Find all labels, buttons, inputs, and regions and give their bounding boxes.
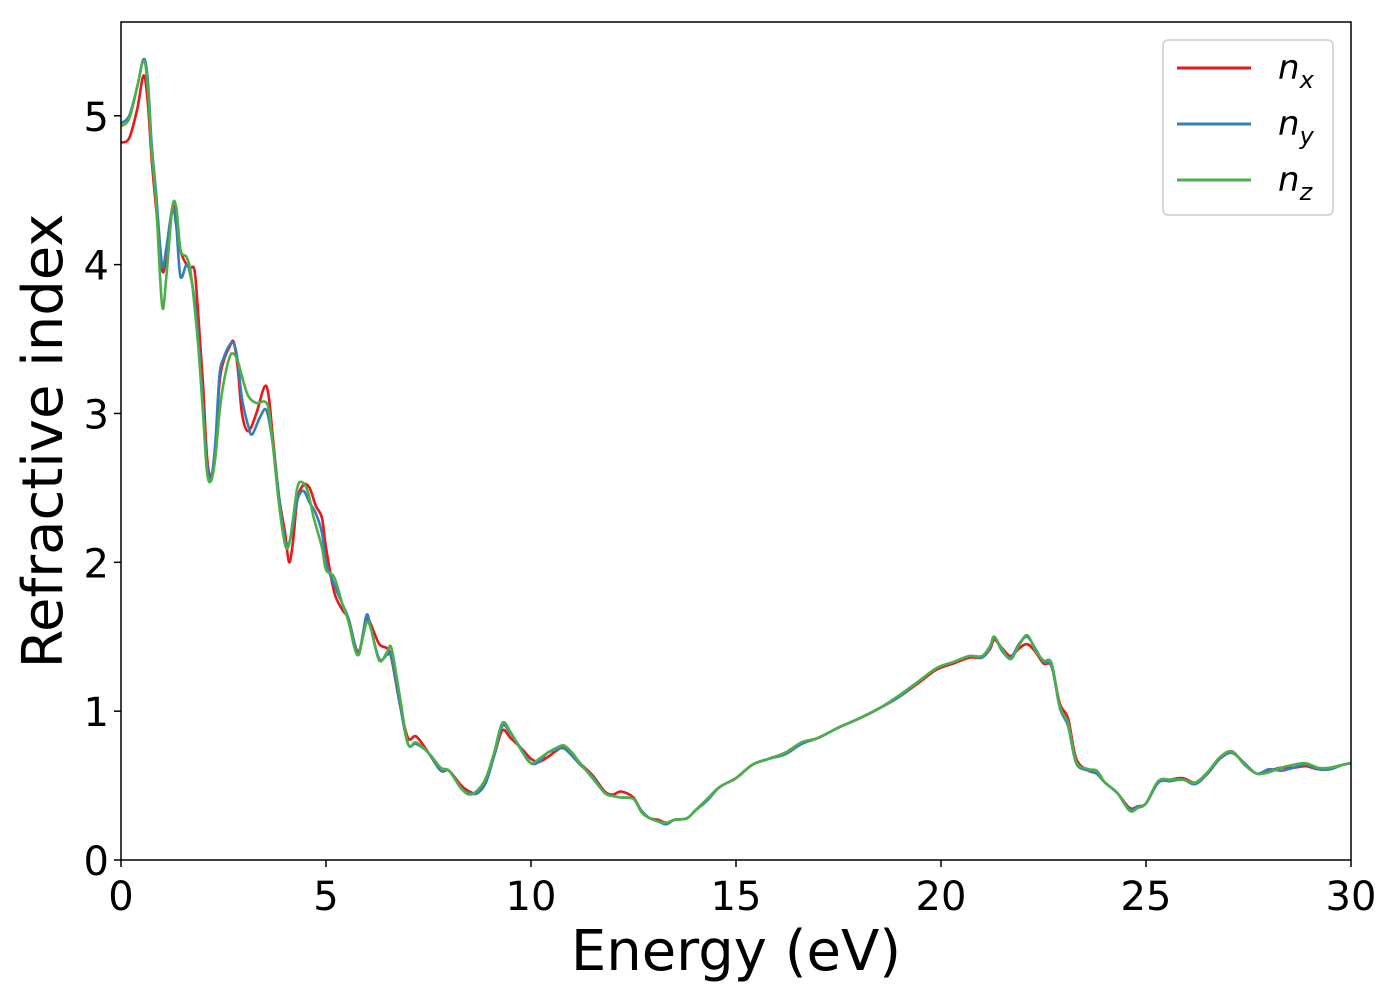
series-layer — [121, 57, 1351, 826]
y-tick-label: 0 — [84, 839, 109, 885]
y-axis: 0 1 2 3 4 5 — [84, 95, 121, 885]
legend-box — [1162, 39, 1334, 216]
x-tick-label: 20 — [916, 874, 967, 920]
x-axis: 0 5 10 15 20 25 30 — [108, 860, 1376, 920]
y-axis-title: Refractive index — [11, 214, 76, 669]
x-tick-label: 0 — [108, 874, 133, 920]
y-tick-label: 1 — [84, 690, 109, 736]
x-tick-label: 5 — [313, 874, 338, 920]
y-tick-label: 3 — [84, 392, 109, 438]
y-tick-label: 5 — [84, 95, 109, 141]
y-tick-label: 2 — [84, 541, 109, 587]
x-tick-label: 25 — [1121, 874, 1172, 920]
series-line-z — [121, 59, 1351, 825]
x-tick-label: 15 — [711, 874, 762, 920]
x-tick-label: 10 — [506, 874, 557, 920]
x-axis-title: Energy (eV) — [571, 919, 901, 984]
x-tick-label: 30 — [1326, 874, 1377, 920]
y-tick-label: 4 — [84, 244, 109, 290]
legend-entry-y: ny — [1177, 104, 1315, 150]
